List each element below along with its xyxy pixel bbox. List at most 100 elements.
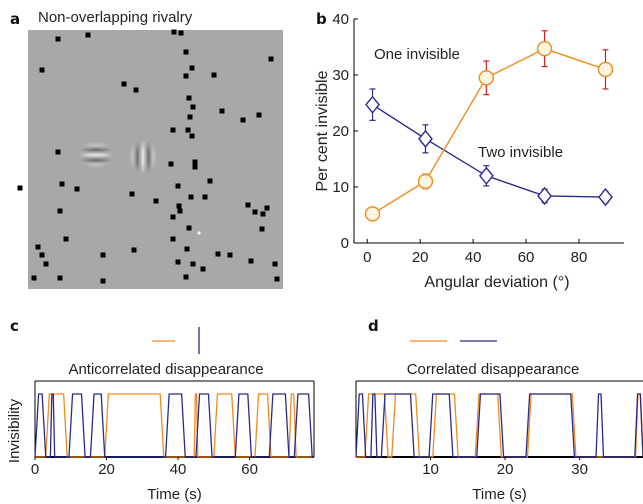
dot-47 bbox=[170, 236, 176, 242]
random-dots bbox=[17, 29, 280, 284]
dot-6 bbox=[121, 81, 127, 87]
b-y-tick-label: 20 bbox=[332, 123, 349, 140]
dot-20 bbox=[55, 149, 61, 155]
dot-45 bbox=[177, 208, 183, 214]
dot-36 bbox=[35, 244, 41, 250]
dot-31 bbox=[176, 203, 182, 209]
dot-11 bbox=[190, 104, 196, 110]
c-y-axis-label: Invisibility bbox=[6, 398, 23, 463]
c-trace-0 bbox=[35, 393, 314, 458]
panel-letter-a: a bbox=[10, 10, 20, 28]
d-x-tick-label: 20 bbox=[497, 461, 514, 478]
dot-17 bbox=[185, 127, 191, 133]
fixation-point bbox=[197, 231, 201, 235]
dot-0 bbox=[55, 36, 61, 42]
c-x-tick-label: 20 bbox=[98, 461, 115, 478]
dot-43 bbox=[131, 247, 137, 253]
b-x-axis-label: Angular deviation (°) bbox=[424, 274, 569, 291]
b-x-tick-label: 0 bbox=[363, 249, 371, 266]
b-x-tick-label: 20 bbox=[412, 249, 429, 266]
b-point-circle bbox=[597, 61, 614, 78]
b-x-tick-label: 80 bbox=[571, 249, 588, 266]
dot-58 bbox=[259, 226, 265, 232]
dot-18 bbox=[219, 108, 225, 114]
dot-15 bbox=[189, 133, 195, 139]
dot-54 bbox=[245, 202, 251, 208]
dot-25 bbox=[129, 191, 135, 197]
c-trace-1 bbox=[34, 393, 314, 458]
panel-letter-c: c bbox=[10, 317, 19, 335]
horizontal-grating bbox=[79, 140, 113, 170]
dot-56 bbox=[260, 211, 266, 217]
b-point-diamond bbox=[365, 95, 380, 114]
rivalry-stimulus bbox=[17, 29, 283, 289]
dot-16 bbox=[187, 114, 193, 120]
dot-39 bbox=[43, 261, 49, 267]
dot-62 bbox=[248, 258, 254, 264]
dot-41 bbox=[57, 275, 63, 281]
panel-letter-b: b bbox=[316, 10, 327, 28]
dot-44 bbox=[170, 214, 176, 220]
dot-53 bbox=[215, 251, 221, 257]
dot-57 bbox=[264, 205, 270, 211]
dot-3 bbox=[178, 30, 184, 36]
dot-12 bbox=[211, 72, 217, 78]
dot-46 bbox=[186, 225, 192, 231]
dot-33 bbox=[202, 194, 208, 200]
panel-d-title: Correlated disappearance bbox=[407, 361, 580, 378]
dot-51 bbox=[183, 274, 189, 280]
dot-2 bbox=[171, 29, 177, 35]
dot-26 bbox=[168, 161, 174, 167]
dot-63 bbox=[100, 278, 106, 284]
dot-34 bbox=[207, 178, 213, 184]
dot-9 bbox=[183, 73, 189, 79]
b-point-circle bbox=[478, 70, 495, 86]
dot-60 bbox=[272, 261, 278, 267]
dot-5 bbox=[183, 49, 189, 55]
b-y-tick-label: 30 bbox=[332, 67, 349, 84]
b-y-tick-label: 40 bbox=[332, 11, 349, 28]
dot-1 bbox=[85, 32, 91, 38]
dot-24 bbox=[57, 208, 63, 214]
b-series-label-two: Two invisible bbox=[478, 144, 563, 161]
dot-55 bbox=[252, 209, 258, 215]
panel-c-title: Anticorrelated disappearance bbox=[68, 361, 263, 378]
chart-d: 10 20 30 Time (s) bbox=[355, 380, 643, 503]
dot-19 bbox=[240, 117, 246, 123]
dot-30 bbox=[153, 198, 159, 204]
dot-7 bbox=[133, 87, 139, 93]
dot-27 bbox=[192, 159, 198, 165]
panel-a-title: Non-overlapping rivalry bbox=[38, 9, 193, 26]
dot-49 bbox=[190, 261, 196, 267]
dot-35 bbox=[256, 112, 262, 118]
b-point-diamond bbox=[478, 166, 494, 185]
dot-40 bbox=[31, 275, 37, 281]
dot-22 bbox=[74, 186, 80, 192]
dot-23 bbox=[17, 185, 23, 191]
d-trace-1 bbox=[355, 393, 643, 458]
b-point-diamond bbox=[537, 186, 552, 206]
b-point-circle bbox=[417, 173, 434, 190]
dot-29 bbox=[175, 183, 181, 189]
chart-c: 0 20 40 60 Time (s) Invisibility bbox=[6, 380, 315, 503]
dot-42 bbox=[100, 252, 106, 258]
dot-8 bbox=[189, 65, 195, 71]
b-series-label-one: One invisible bbox=[374, 46, 460, 63]
dot-28 bbox=[192, 164, 198, 170]
d-x-tick-label: 10 bbox=[422, 461, 439, 478]
b-y-axis-label: Per cent invisible bbox=[314, 70, 331, 191]
d-x-tick-label: 30 bbox=[571, 461, 588, 478]
b-point-circle bbox=[364, 206, 381, 222]
b-y-tick-label: 0 bbox=[341, 235, 349, 252]
b-x-tick-label: 60 bbox=[518, 249, 535, 266]
b-y-tick-label: 10 bbox=[332, 179, 349, 196]
c-x-tick-label: 0 bbox=[31, 461, 39, 478]
b-x-tick-label: 40 bbox=[465, 249, 482, 266]
b-point-diamond bbox=[598, 187, 613, 207]
dot-50 bbox=[175, 259, 181, 265]
panel-letter-d: d bbox=[368, 317, 379, 335]
d-trace-0 bbox=[356, 393, 643, 458]
d-x-axis-label: Time (s) bbox=[472, 486, 526, 503]
